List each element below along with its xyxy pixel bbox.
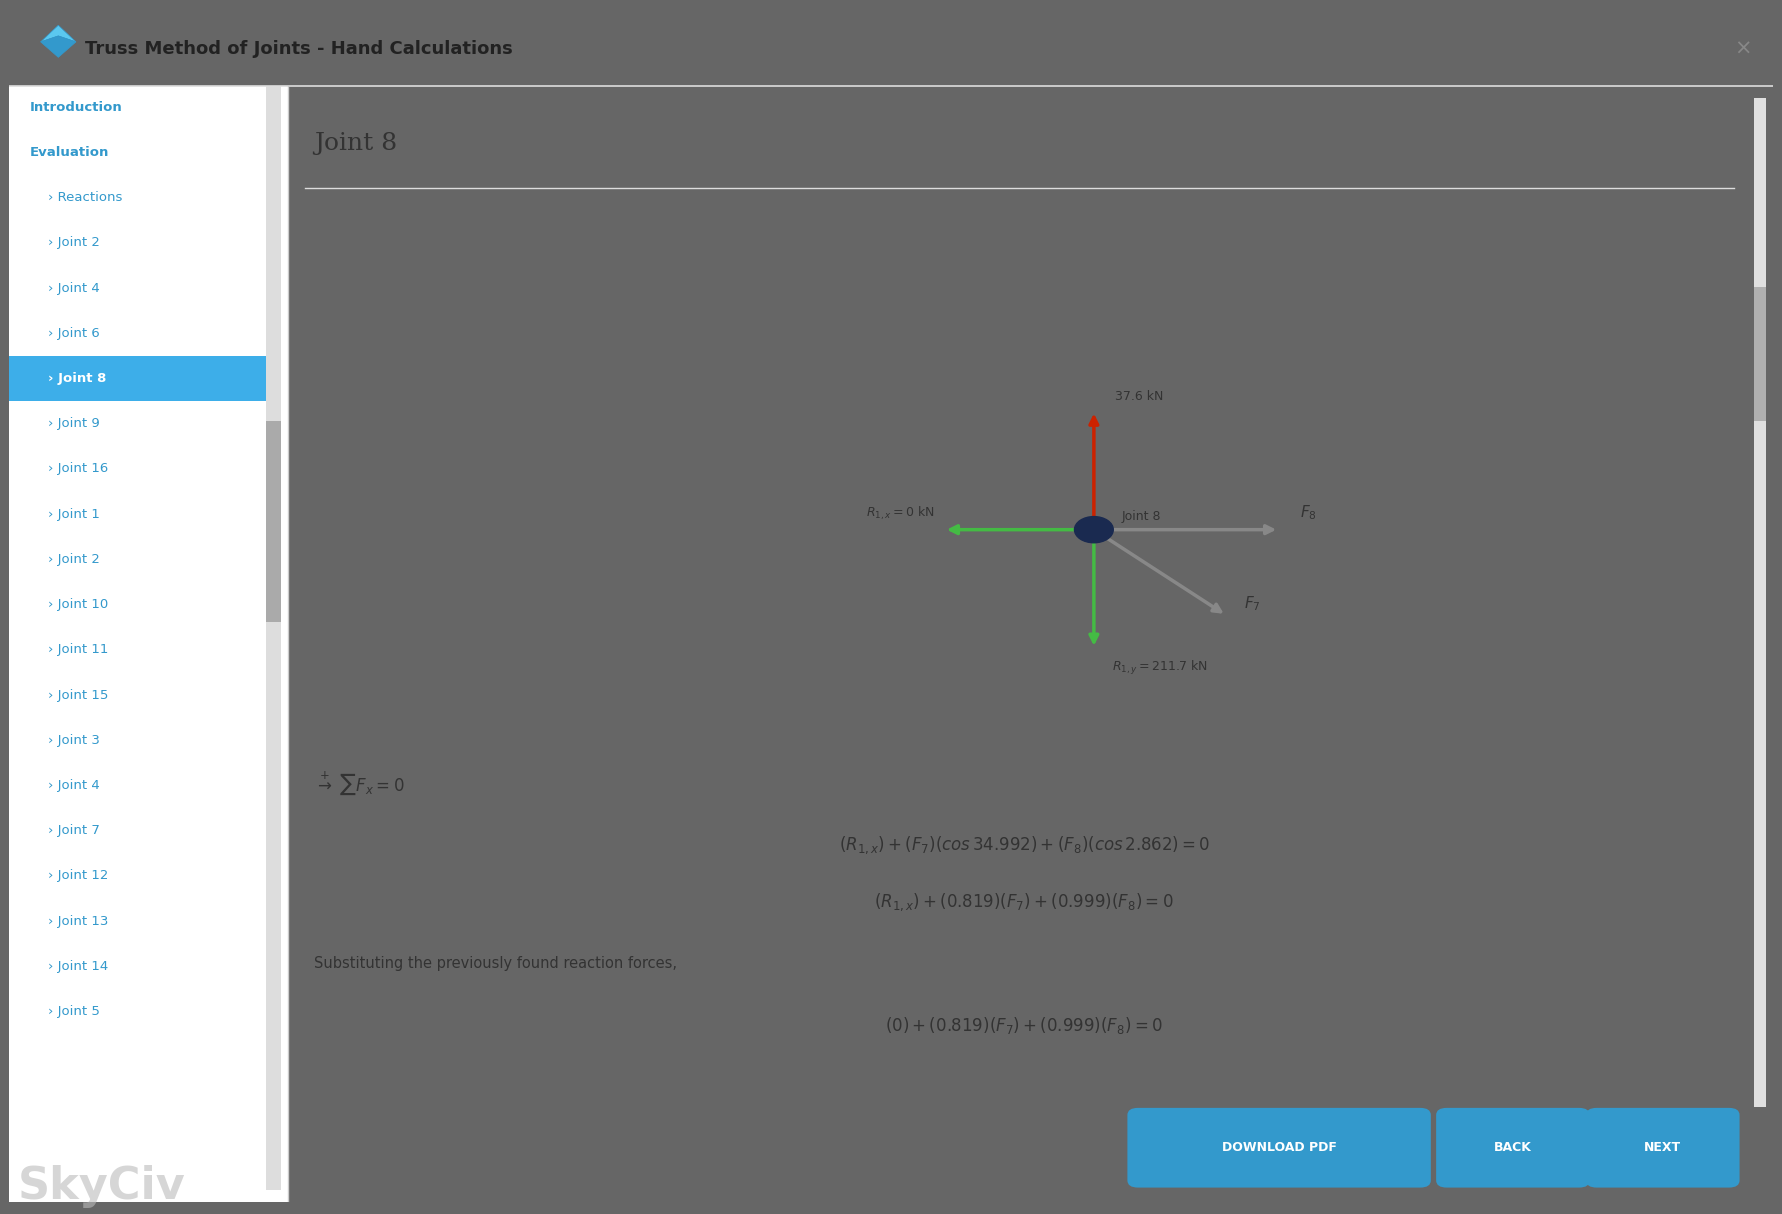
Text: $F_7$: $F_7$ [1244,594,1260,613]
Text: › Joint 6: › Joint 6 [48,327,100,340]
FancyBboxPatch shape [1586,1108,1739,1187]
Text: › Joint 4: › Joint 4 [48,779,100,792]
Text: › Joint 11: › Joint 11 [48,643,109,657]
Text: › Joint 9: › Joint 9 [48,418,100,430]
Polygon shape [41,25,77,41]
Text: › Joint 3: › Joint 3 [48,733,100,747]
Text: NEXT: NEXT [1645,1141,1682,1155]
Polygon shape [41,36,77,57]
Text: $\overset{+}{\rightarrow}\ \sum F_x = 0$: $\overset{+}{\rightarrow}\ \sum F_x = 0$ [314,770,405,796]
Text: - o + ← ↓ ↑ →: - o + ← ↓ ↑ → [1098,710,1196,725]
Bar [267,86,280,1190]
Text: › Joint 10: › Joint 10 [48,599,109,611]
Text: BACK: BACK [1493,1141,1533,1155]
Text: Joint 8: Joint 8 [314,131,397,154]
Text: $R_{1,y} = 211.7$ kN: $R_{1,y} = 211.7$ kN [1112,659,1206,676]
Text: Substituting the previously found reaction forces,: Substituting the previously found reacti… [314,957,677,971]
Text: › Joint 7: › Joint 7 [48,824,100,838]
Text: › Joint 2: › Joint 2 [48,552,100,566]
Text: 37.6 kN: 37.6 kN [1116,390,1164,403]
FancyBboxPatch shape [1128,1108,1431,1187]
Text: SkyCiv: SkyCiv [18,1164,185,1208]
Text: › Joint 8: › Joint 8 [48,371,107,385]
Text: Known Axial Forces: $F_{13} = 0, F_{17} = 0, F_{24} = 0,$: Known Axial Forces: $F_{13} = 0, F_{17} … [314,301,617,318]
Bar [9,86,287,1202]
Bar [9,356,267,401]
Bar [267,421,280,622]
Text: $(R_{1,x}) + (0.819)(F_7) + (0.999)(F_8) = 0$: $(R_{1,x}) + (0.819)(F_7) + (0.999)(F_8)… [875,891,1174,913]
Text: Known Reactions: $R_{1,x} = 0, R_{1,y} = 211.67, R_{2,y} = 211.67,$: Known Reactions: $R_{1,x} = 0, R_{1,y} =… [314,262,699,282]
Text: Joint 8: Joint 8 [1123,510,1162,522]
Bar [1753,287,1766,421]
FancyBboxPatch shape [1436,1108,1590,1187]
Text: All forces in kN. All lengths in m.: All forces in kN. All lengths in m. [314,227,538,240]
Text: › Joint 14: › Joint 14 [48,960,109,972]
Text: $F_8$: $F_8$ [1301,504,1317,522]
Text: › Joint 13: › Joint 13 [48,914,109,927]
Bar [1753,98,1766,1107]
Text: $(0) + (0.819)(F_7) + (0.999)(F_8) = 0$: $(0) + (0.819)(F_7) + (0.999)(F_8) = 0$ [886,1015,1164,1037]
Text: Truss Method of Joints - Hand Calculations: Truss Method of Joints - Hand Calculatio… [86,40,513,58]
Text: › Joint 4: › Joint 4 [48,282,100,295]
Text: › Joint 12: › Joint 12 [48,869,109,883]
Text: › Reactions: › Reactions [48,192,123,204]
Text: › Joint 16: › Joint 16 [48,463,109,476]
Text: Introduction: Introduction [30,101,123,114]
Text: › Joint 5: › Joint 5 [48,1005,100,1019]
Text: $R_{1,x} = 0$ kN: $R_{1,x} = 0$ kN [866,504,936,522]
Text: ×: × [1734,39,1752,59]
Text: DOWNLOAD PDF: DOWNLOAD PDF [1222,1141,1336,1155]
Text: › Joint 15: › Joint 15 [48,688,109,702]
Text: › Joint 2: › Joint 2 [48,237,100,249]
Text: Evaluation: Evaluation [30,146,109,159]
Circle shape [1075,517,1114,543]
Text: $(R_{1,x}) + (F_7)(\mathit{cos}\,34.992) + (F_8)(\mathit{cos}\,2.862) = 0$: $(R_{1,x}) + (F_7)(\mathit{cos}\,34.992)… [839,834,1210,856]
Text: › Joint 1: › Joint 1 [48,507,100,521]
